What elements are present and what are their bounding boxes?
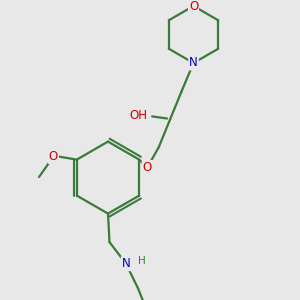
Text: H: H [138, 256, 146, 266]
Text: O: O [49, 150, 58, 163]
Text: N: N [189, 56, 198, 70]
Text: N: N [122, 257, 130, 270]
Text: O: O [143, 161, 152, 174]
Text: OH: OH [130, 109, 148, 122]
Text: O: O [189, 0, 198, 13]
